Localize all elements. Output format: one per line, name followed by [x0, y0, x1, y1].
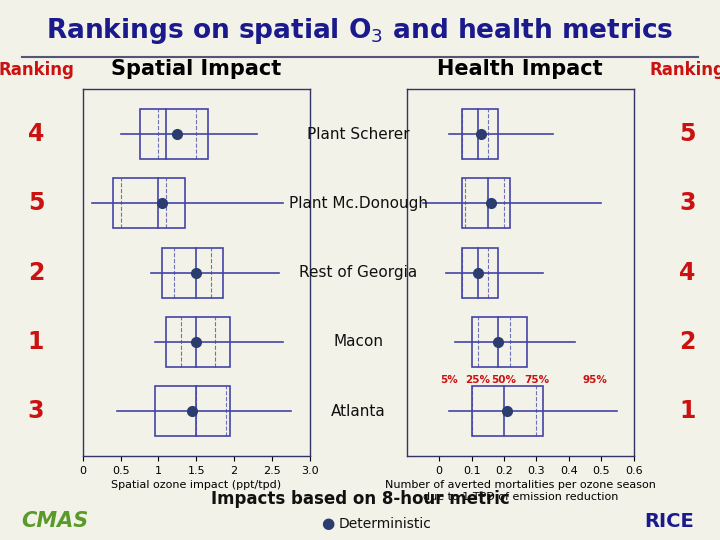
Text: 3: 3 [28, 399, 44, 423]
Text: 50%: 50% [492, 375, 516, 385]
Text: Atlanta: Atlanta [330, 404, 386, 418]
Bar [162, 248, 222, 298]
Bar [462, 248, 498, 298]
X-axis label: Number of averted mortalities per ozone season
due to 1 TPD of emission reductio: Number of averted mortalities per ozone … [384, 480, 656, 502]
Text: 2: 2 [680, 330, 696, 354]
Text: Rest of Georgia: Rest of Georgia [299, 265, 418, 280]
Text: CMAS: CMAS [22, 511, 89, 531]
Text: 1: 1 [28, 330, 44, 354]
Text: 25%: 25% [466, 375, 490, 385]
Text: 4: 4 [28, 122, 44, 146]
Text: Health Impact: Health Impact [437, 59, 603, 79]
Text: 4: 4 [680, 261, 696, 285]
Text: 3: 3 [680, 191, 696, 215]
Bar [462, 179, 510, 228]
Text: Ranking: Ranking [0, 62, 74, 79]
Text: RICE: RICE [644, 511, 694, 531]
Text: Impacts based on 8-hour metric: Impacts based on 8-hour metric [211, 490, 509, 509]
Bar [140, 109, 207, 159]
Bar [113, 179, 185, 228]
Text: 5%: 5% [440, 375, 458, 385]
Bar [166, 317, 230, 367]
Text: Plant Mc.Donough: Plant Mc.Donough [289, 196, 428, 211]
Text: 5: 5 [680, 122, 696, 146]
Text: 75%: 75% [524, 375, 549, 385]
Text: 5: 5 [28, 191, 44, 215]
Text: 2: 2 [28, 261, 44, 285]
Bar [472, 386, 543, 436]
Text: ●: ● [321, 516, 334, 531]
Text: 1: 1 [680, 399, 696, 423]
Bar [155, 386, 230, 436]
Text: Plant Scherer: Plant Scherer [307, 127, 410, 141]
Text: Ranking: Ranking [649, 62, 720, 79]
X-axis label: Spatial ozone impact (ppt/tpd): Spatial ozone impact (ppt/tpd) [111, 480, 282, 490]
Bar [462, 109, 498, 159]
Bar [472, 317, 526, 367]
Text: Deterministic: Deterministic [338, 517, 431, 531]
Text: Macon: Macon [333, 334, 383, 349]
Text: Spatial Impact: Spatial Impact [111, 59, 282, 79]
Text: 95%: 95% [582, 375, 607, 385]
Text: Rankings on spatial O$_3$ and health metrics: Rankings on spatial O$_3$ and health met… [46, 16, 674, 46]
